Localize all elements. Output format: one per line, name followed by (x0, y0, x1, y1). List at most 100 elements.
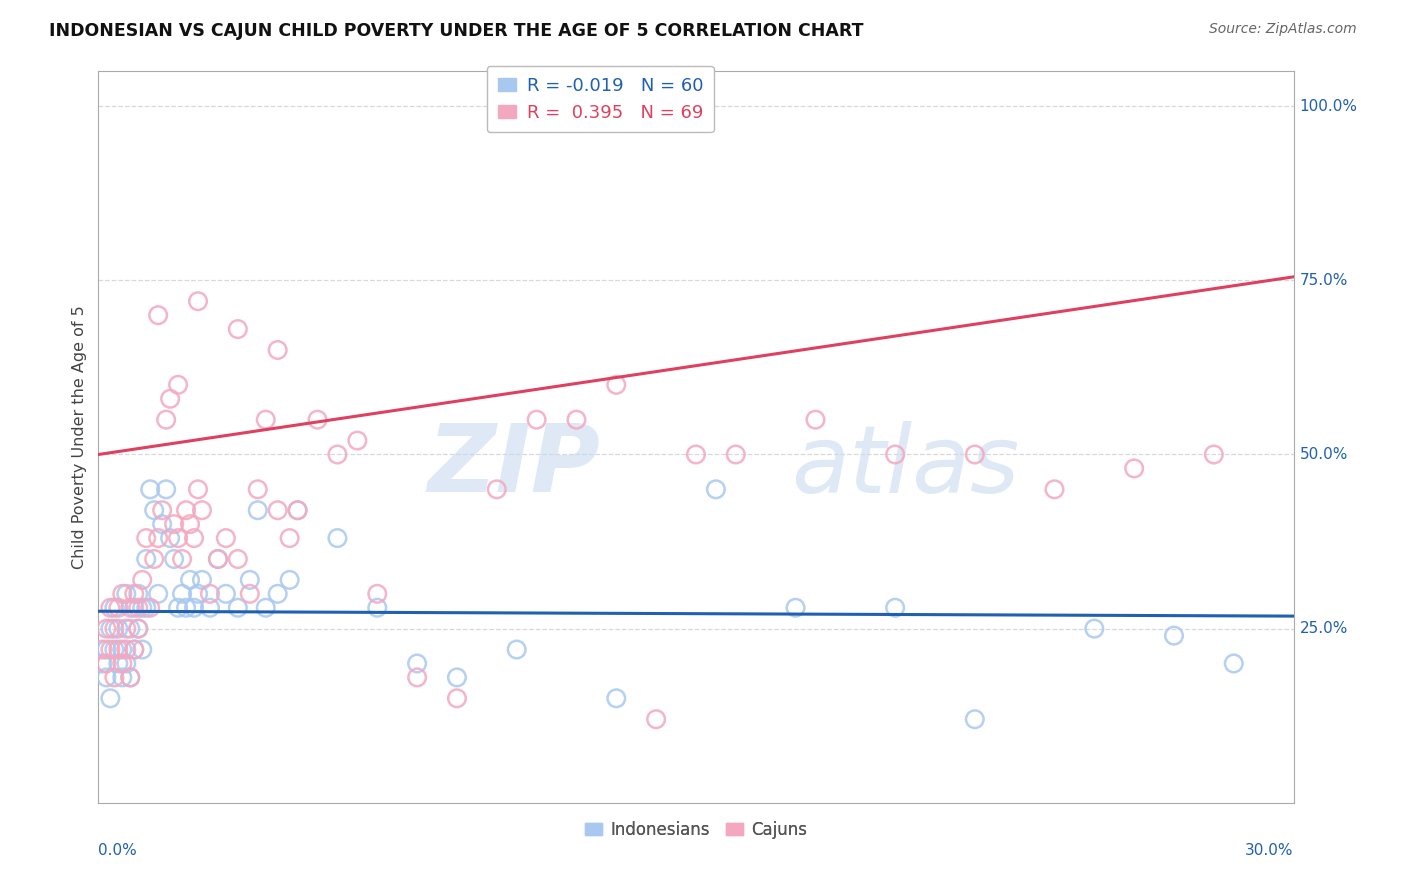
Point (1202, 448, 1225, 462)
Point (107, 657, 129, 671)
Point (287, 503, 309, 517)
Y-axis label: Child Poverty Under the Age of 5: Child Poverty Under the Age of 5 (72, 305, 87, 569)
Point (103, 622, 125, 636)
Point (963, 448, 986, 462)
Point (103, 600, 125, 615)
Point (239, 573, 262, 587)
Point (135, 552, 157, 566)
Point (804, 412, 827, 426)
Point (96, 622, 118, 636)
Point (107, 642, 129, 657)
Point (485, 483, 508, 497)
Point (287, 503, 309, 517)
Point (526, 412, 548, 426)
Point (167, 377, 190, 392)
Point (120, 622, 142, 636)
Point (446, 670, 468, 684)
Point (645, 712, 668, 726)
Point (326, 448, 349, 462)
Point (226, 322, 249, 336)
Point (167, 531, 190, 545)
Point (174, 503, 197, 517)
Point (215, 531, 238, 545)
Point (115, 622, 138, 636)
Point (135, 531, 157, 545)
Point (179, 573, 201, 587)
Point (215, 587, 238, 601)
Point (91, 657, 114, 671)
Point (148, 587, 170, 601)
Point (120, 670, 142, 684)
Point (179, 517, 201, 532)
Point (704, 483, 727, 497)
Point (1083, 622, 1105, 636)
Point (884, 600, 907, 615)
Point (1043, 483, 1066, 497)
Point (565, 412, 588, 426)
Point (246, 503, 269, 517)
Point (163, 552, 186, 566)
Point (103, 670, 125, 684)
Point (107, 600, 129, 615)
Point (406, 670, 429, 684)
Point (120, 670, 142, 684)
Point (131, 642, 153, 657)
Point (98, 622, 122, 636)
Text: 25.0%: 25.0% (1299, 621, 1348, 636)
Point (963, 712, 986, 726)
Point (605, 377, 627, 392)
Text: 0.0%: 0.0% (98, 843, 138, 858)
Point (326, 531, 349, 545)
Point (172, 552, 194, 566)
Point (605, 691, 627, 706)
Point (120, 600, 142, 615)
Point (159, 531, 181, 545)
Point (127, 622, 149, 636)
Text: 75.0%: 75.0% (1299, 273, 1348, 288)
Point (96, 670, 118, 684)
Point (167, 600, 190, 615)
Point (96, 642, 118, 657)
Point (267, 587, 290, 601)
Point (103, 642, 125, 657)
Point (191, 573, 214, 587)
Point (685, 448, 707, 462)
Point (785, 600, 807, 615)
Point (107, 622, 129, 636)
Point (127, 600, 149, 615)
Point (98, 642, 122, 657)
Text: 100.0%: 100.0% (1299, 99, 1358, 113)
Point (96, 657, 118, 671)
Point (131, 573, 153, 587)
Point (139, 600, 162, 615)
Point (163, 517, 186, 532)
Point (278, 531, 301, 545)
Point (446, 691, 468, 706)
Point (115, 657, 138, 671)
Point (139, 483, 162, 497)
Point (1123, 461, 1146, 475)
Text: atlas: atlas (792, 421, 1019, 512)
Point (187, 587, 209, 601)
Point (1223, 657, 1246, 671)
Point (174, 600, 197, 615)
Point (135, 600, 157, 615)
Point (198, 600, 221, 615)
Point (183, 600, 205, 615)
Point (98, 691, 122, 706)
Point (366, 600, 388, 615)
Point (111, 657, 134, 671)
Point (187, 294, 209, 309)
Text: INDONESIAN VS CAJUN CHILD POVERTY UNDER THE AGE OF 5 CORRELATION CHART: INDONESIAN VS CAJUN CHILD POVERTY UNDER … (49, 22, 863, 40)
Point (115, 587, 138, 601)
Point (155, 483, 177, 497)
Point (111, 642, 134, 657)
Point (278, 573, 301, 587)
Point (91, 642, 114, 657)
Point (191, 503, 214, 517)
Point (124, 642, 146, 657)
Point (366, 587, 388, 601)
Point (150, 517, 173, 532)
Point (207, 552, 229, 566)
Point (98, 600, 122, 615)
